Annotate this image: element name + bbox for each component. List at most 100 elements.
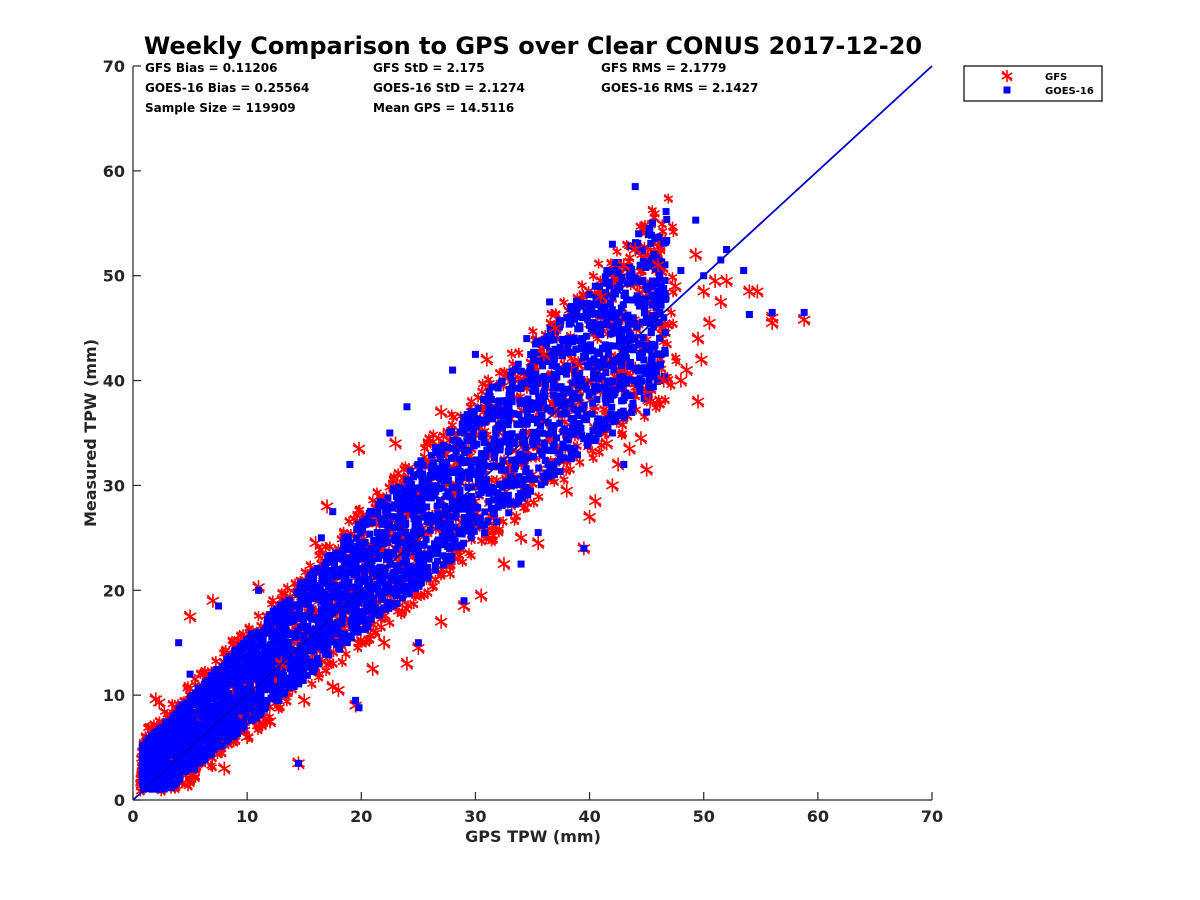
- goes16-point: [482, 452, 490, 460]
- goes16-point: [309, 647, 317, 655]
- goes16-point: [331, 581, 339, 589]
- goes16-point: [512, 500, 520, 508]
- goes16-point: [568, 395, 576, 403]
- goes16-point: [200, 745, 208, 753]
- goes16-point: [433, 549, 441, 557]
- goes16-point: [543, 469, 551, 477]
- goes16-point: [253, 642, 261, 650]
- goes16-point: [163, 745, 171, 753]
- goes16-point: [508, 381, 516, 389]
- goes16-point: [162, 754, 170, 762]
- goes16-point: [345, 544, 353, 552]
- goes16-point: [529, 387, 537, 395]
- goes16-point: [800, 308, 808, 316]
- goes16-point: [417, 471, 425, 479]
- goes16-point: [452, 508, 460, 516]
- goes16-point: [307, 641, 315, 649]
- goes16-point: [414, 639, 422, 647]
- goes16-point: [639, 333, 647, 341]
- goes16-point: [629, 402, 637, 410]
- goes16-point: [378, 537, 386, 545]
- goes16-point: [554, 368, 562, 376]
- goes16-point: [366, 552, 374, 560]
- goes16-point: [579, 299, 587, 307]
- gfs-point: [211, 656, 221, 667]
- goes16-point: [190, 700, 198, 708]
- goes16-point: [498, 501, 506, 509]
- goes16-point: [596, 282, 604, 290]
- goes16-point: [610, 366, 618, 374]
- gfs-point: [305, 560, 315, 571]
- goes16-point: [538, 413, 546, 421]
- goes16-point: [403, 583, 411, 591]
- goes16-point: [437, 455, 445, 463]
- goes16-point: [596, 326, 604, 334]
- goes16-point: [266, 675, 274, 683]
- goes16-point: [460, 429, 468, 437]
- goes16-point: [654, 377, 662, 385]
- goes16-point: [233, 659, 241, 667]
- goes16-point: [631, 320, 639, 328]
- goes16-point: [294, 601, 302, 609]
- goes16-point: [527, 405, 535, 413]
- goes16-point: [181, 703, 189, 711]
- goes16-point: [289, 616, 297, 624]
- goes16-point: [644, 342, 652, 350]
- goes16-point: [624, 322, 632, 330]
- goes16-point: [300, 589, 308, 597]
- goes16-point: [633, 292, 641, 300]
- goes16-point: [446, 520, 454, 528]
- goes16-point: [503, 400, 511, 408]
- goes16-point: [456, 428, 464, 436]
- goes16-point: [595, 320, 603, 328]
- goes16-point: [657, 282, 665, 290]
- goes16-point: [196, 698, 204, 706]
- goes16-point: [468, 469, 476, 477]
- goes16-point: [168, 751, 176, 759]
- goes16-point: [412, 519, 420, 527]
- goes16-point: [473, 503, 481, 511]
- goes16-point: [458, 473, 466, 481]
- gfs-point: [623, 441, 636, 456]
- goes16-point: [386, 504, 394, 512]
- goes16-point: [608, 403, 616, 411]
- goes16-point: [651, 235, 659, 243]
- goes16-point: [240, 718, 248, 726]
- stat-text: GOES-16 RMS = 2.1427: [601, 81, 758, 95]
- goes16-point: [514, 493, 522, 501]
- goes16-point: [494, 489, 502, 497]
- goes16-point: [349, 545, 357, 553]
- goes16-point: [500, 437, 508, 445]
- goes16-point: [641, 295, 649, 303]
- goes16-point: [341, 542, 349, 550]
- goes16-point: [414, 554, 422, 562]
- goes16-point: [549, 391, 557, 399]
- goes16-point: [438, 469, 446, 477]
- goes16-point: [433, 468, 441, 476]
- goes16-point: [543, 342, 551, 350]
- goes16-point: [629, 314, 637, 322]
- goes16-point: [397, 567, 405, 575]
- goes16-point: [534, 529, 542, 537]
- goes16-point: [523, 403, 531, 411]
- goes16-point: [252, 673, 260, 681]
- goes16-point: [290, 677, 298, 685]
- goes16-point: [488, 396, 496, 404]
- goes16-point: [586, 321, 594, 329]
- goes16-point: [415, 571, 423, 579]
- goes16-point: [356, 548, 364, 556]
- goes16-point: [292, 656, 300, 664]
- goes16-point: [646, 384, 654, 392]
- goes16-point: [616, 382, 624, 390]
- goes16-point: [571, 369, 579, 377]
- goes16-point: [452, 468, 460, 476]
- goes16-point: [372, 548, 380, 556]
- goes16-point: [628, 277, 636, 285]
- goes16-point: [606, 310, 614, 318]
- goes16-point: [364, 623, 372, 631]
- goes16-point: [552, 363, 560, 371]
- gfs-point: [297, 693, 311, 708]
- gfs-point: [377, 635, 391, 650]
- y-axis-label: Measured TPW (mm): [81, 339, 100, 527]
